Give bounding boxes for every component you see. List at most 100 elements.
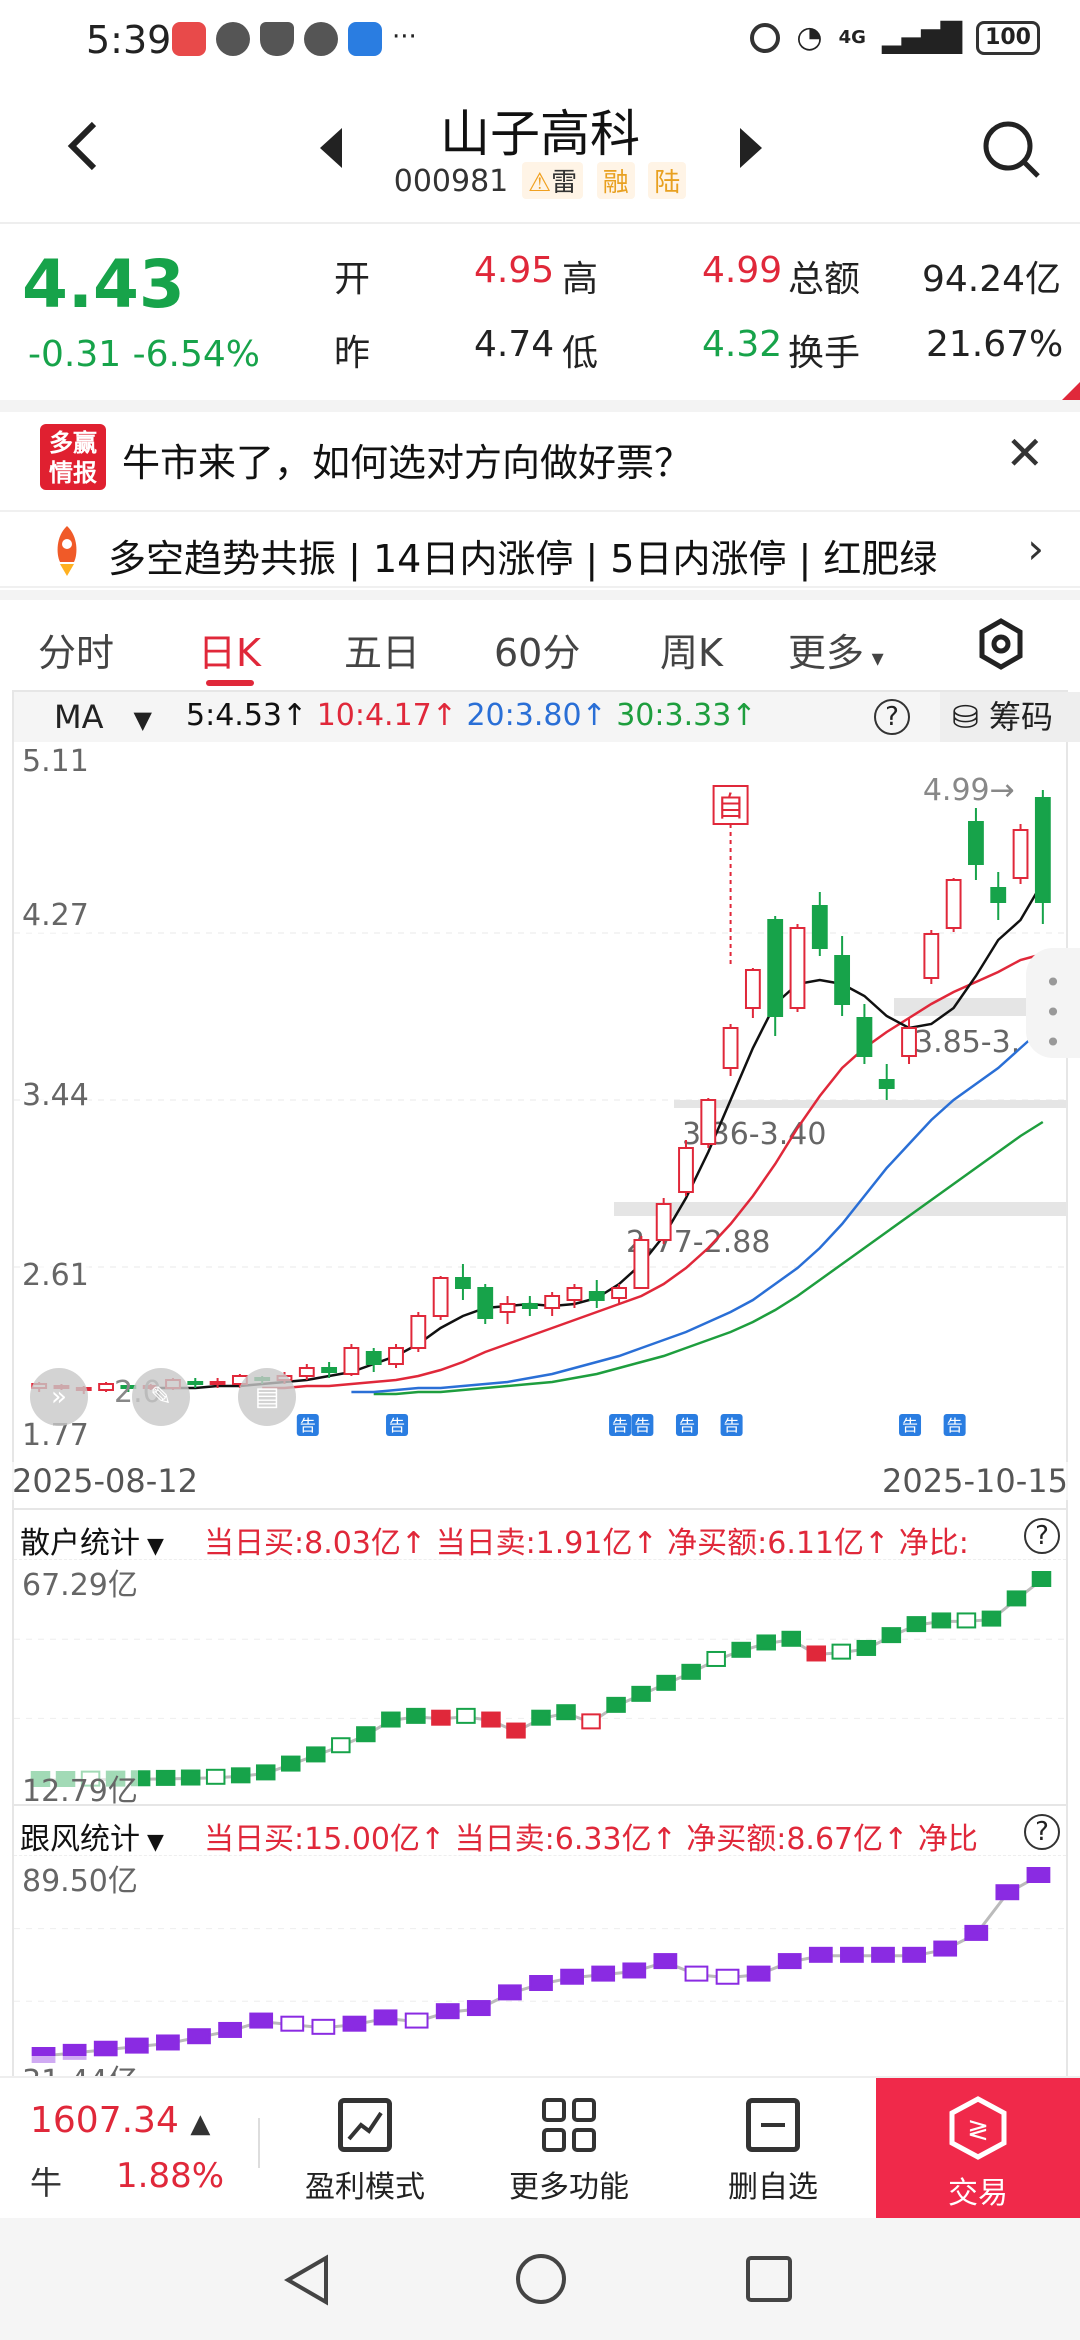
stat-bar [581, 1713, 601, 1730]
tab-five-day[interactable]: 五日 [344, 631, 421, 675]
turnover-label: 换手 [788, 333, 861, 374]
current-price: 4.43 [22, 246, 185, 323]
announcement-badge [296, 1414, 319, 1436]
dropdown-icon: ▾ [864, 644, 884, 672]
candle [722, 1027, 739, 1069]
open-value: 4.95 [474, 250, 555, 291]
stat-bar [684, 1965, 709, 1982]
back-button[interactable] [56, 116, 116, 176]
active-tab-underline [206, 680, 254, 686]
candle [410, 1315, 427, 1349]
index-value[interactable]: 1607.34 ▲ [30, 2100, 211, 2141]
news-banner[interactable]: 多赢 情报 牛市来了，如何选对方向做好票？ ✕ [0, 412, 1080, 502]
draw-tool-icon[interactable]: ✎ [132, 1368, 190, 1426]
candle [923, 933, 940, 979]
rocket-icon [57, 526, 77, 576]
stat-bar [931, 1612, 952, 1629]
candlestick-chart[interactable]: 3.85-3.3.36-3.402.77-2.884.99→自2.0告告告告告告… [14, 744, 1066, 1454]
remove-watchlist-button[interactable]: 删自选 [688, 2098, 858, 2206]
next-stock-button[interactable] [736, 126, 766, 174]
trade-hexagon-icon: ≷ [949, 2096, 1007, 2160]
stat-bar [255, 1764, 276, 1781]
tab-weekly-k[interactable]: 周K [660, 631, 723, 675]
candle [388, 1347, 404, 1365]
index-pct: 1.88% [116, 2156, 225, 2196]
profit-mode-button[interactable]: 盈利模式 [280, 2098, 450, 2206]
tab-60min[interactable]: 60分 [494, 631, 581, 675]
stat-bar [456, 1707, 476, 1724]
candle [1012, 829, 1029, 879]
stat-bar [995, 1884, 1020, 1901]
support-zone [894, 998, 1066, 1016]
nav-home-icon[interactable] [514, 2252, 568, 2306]
candle [477, 1287, 494, 1319]
stat-bar [906, 1616, 927, 1633]
ma20-line [351, 1027, 1044, 1394]
candle [968, 821, 984, 865]
expand-tool-icon[interactable]: » [30, 1368, 88, 1426]
announcement-badge [631, 1414, 654, 1436]
stat-bar [622, 1962, 647, 1979]
chart-trend-icon [338, 2098, 392, 2152]
news-text[interactable]: 牛市来了，如何选对方向做好票？ [122, 441, 693, 485]
announcement-label: 告 [300, 1416, 316, 1435]
announcement-badge [386, 1414, 409, 1436]
stat-bar [280, 2015, 305, 2032]
help-icon[interactable]: ? [874, 699, 910, 735]
follow-stats-values: 当日买:15.00亿↑ 当日卖:6.33亿↑ 净买额:8.67亿↑ 净比 [204, 1822, 978, 1857]
network-type: 4G [838, 27, 866, 48]
zone-label: 3.85-3. [914, 1025, 1020, 1060]
stat-bar [404, 2012, 429, 2029]
tab-daily-k[interactable]: 日K [198, 631, 261, 675]
stat-bar [881, 1627, 902, 1644]
signal-icon: ▂▄▆█ [881, 21, 962, 54]
nav-recents-icon[interactable] [744, 2254, 794, 2304]
lu-tag[interactable]: 陆 [648, 162, 687, 199]
announcement-label: 告 [679, 1416, 695, 1435]
stat-bar [653, 1953, 678, 1970]
rong-tag[interactable]: 融 [596, 162, 635, 199]
announcement-label: 告 [389, 1416, 405, 1435]
search-button[interactable] [980, 118, 1044, 186]
side-menu-dots-icon[interactable]: • • • [1026, 948, 1080, 1058]
follow-stats-selector[interactable]: 跟风统计 ▼ [20, 1822, 164, 1857]
stat-bar [187, 2028, 211, 2045]
next-triangle-icon [740, 128, 762, 168]
retail-stats-chart [14, 1571, 1066, 1787]
chouma-button[interactable]: ⛁ 筹码 [940, 692, 1080, 742]
settings-icon[interactable] [978, 618, 1024, 670]
chevron-right-icon[interactable]: › [1027, 524, 1044, 573]
stat-bar [681, 1663, 701, 1680]
stat-bar [856, 1639, 877, 1656]
close-icon[interactable]: ✕ [1005, 426, 1044, 480]
prev-stock-button[interactable] [316, 126, 346, 174]
ma-selector[interactable]: MA ▼ [54, 698, 152, 736]
app-notification-icon-2 [348, 22, 382, 56]
stat-bar [631, 1685, 651, 1702]
more-functions-button[interactable]: 更多功能 [484, 2098, 654, 2206]
drawing-board-icon[interactable]: ▤ [238, 1368, 296, 1426]
stat-bar [933, 1940, 958, 1957]
help-icon-3[interactable]: ? [1024, 1814, 1060, 1850]
stat-bar [280, 1755, 301, 1772]
follow-ymax: 89.50亿 [22, 1856, 138, 1900]
ma-values: 5:4.53↑ 10:4.17↑ 20:3.80↑ 30:3.33↑ [186, 698, 756, 733]
tab-more[interactable]: 更多 ▾ [788, 631, 884, 675]
candle [767, 919, 784, 1017]
trade-button[interactable]: ≷ 交易 [876, 2078, 1080, 2220]
signal-strip[interactable]: 多空趋势共振 | 14日内涨停 | 5日内涨停 | 红肥绿 › [0, 510, 1080, 588]
nav-back-icon[interactable] [282, 2254, 332, 2306]
candle [744, 969, 761, 1009]
stat-bar [1006, 1590, 1027, 1607]
low-label: 低 [562, 333, 599, 374]
signal-text: 多空趋势共振 | 14日内涨停 | 5日内涨停 | 红肥绿 [108, 537, 938, 581]
prev-label: 昨 [334, 333, 371, 374]
help-icon-2[interactable]: ? [1024, 1518, 1060, 1554]
retail-stats-selector[interactable]: 散户统计 ▼ [20, 1526, 164, 1561]
candle [901, 1027, 917, 1057]
stat-bar [249, 2012, 274, 2029]
ma20-value: 20:3.80↑ [466, 698, 607, 733]
follow-ymin: 31.44亿 [22, 2056, 138, 2076]
lei-tag[interactable]: ⚠雷 [521, 162, 584, 199]
tab-intraday[interactable]: 分时 [38, 631, 115, 675]
